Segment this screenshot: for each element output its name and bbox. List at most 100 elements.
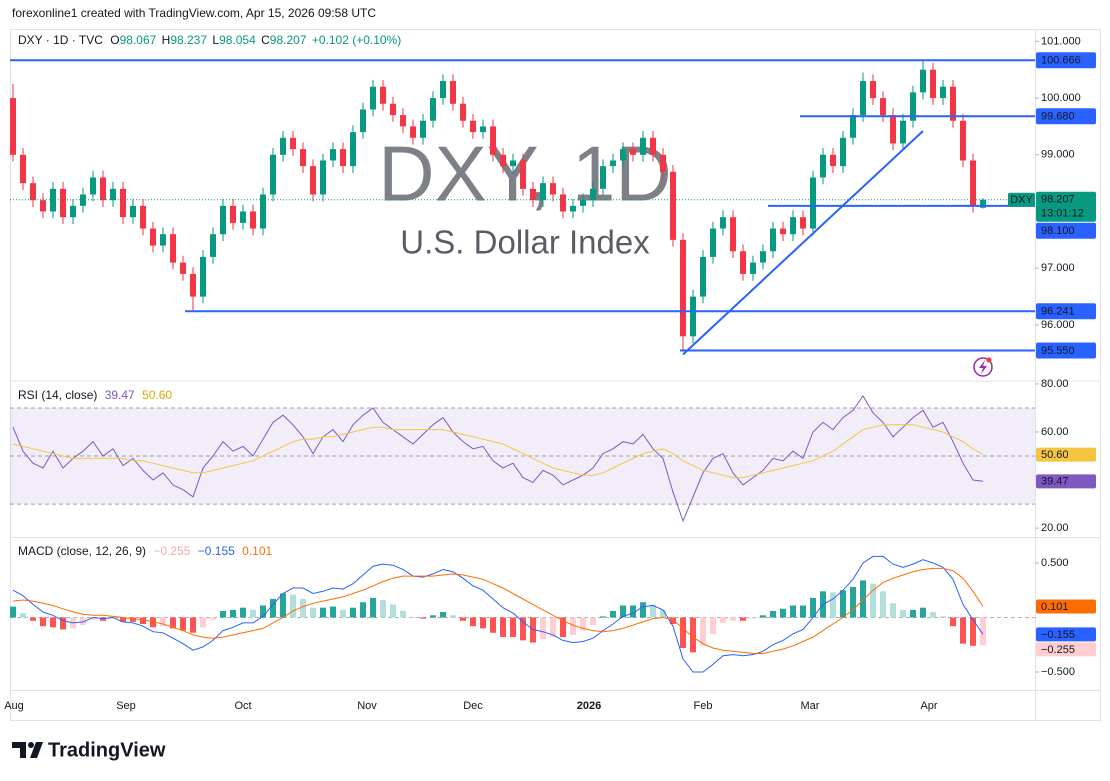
histogram-bar	[730, 617, 736, 621]
candle-body	[600, 166, 606, 189]
candle-body	[710, 228, 716, 257]
candle-body	[60, 188, 66, 218]
rsi-title: RSI (14, close)	[18, 388, 97, 402]
histogram-bar	[780, 608, 786, 618]
candle-body	[920, 69, 926, 93]
candle-body	[700, 256, 706, 297]
histogram-bar	[660, 609, 666, 618]
candle-body	[420, 120, 426, 138]
histogram-bar	[310, 607, 316, 618]
histogram-bar	[260, 605, 266, 618]
histogram-bar	[710, 617, 716, 634]
candle-body	[340, 149, 346, 167]
candle-body	[680, 239, 686, 337]
histogram-bar	[460, 617, 466, 621]
candle-body	[460, 103, 466, 121]
value-tag-label: 50.60	[1041, 449, 1069, 461]
histogram-bar	[210, 617, 216, 620]
candle-body	[650, 137, 656, 155]
candle-body	[210, 234, 216, 257]
candle-body	[380, 86, 386, 104]
histogram-bar	[20, 613, 26, 618]
histogram-bar	[290, 594, 296, 618]
histogram-bar	[980, 617, 986, 646]
macd-legend: MACD (close, 12, 26, 9) −0.255 −0.155 0.…	[18, 544, 273, 558]
open-value: 98.067	[120, 33, 157, 47]
value-tag-label: 0.101	[1041, 601, 1069, 613]
candle-body	[780, 228, 786, 235]
close-value: 98.207	[270, 33, 307, 47]
candle-body	[690, 296, 696, 337]
watermark-subtitle: U.S. Dollar Index	[400, 224, 650, 261]
candle-body	[670, 171, 676, 240]
histogram-bar	[680, 617, 686, 649]
x-tick-label: Nov	[357, 700, 377, 712]
histogram-bar	[550, 617, 556, 638]
histogram-bar	[620, 605, 626, 618]
histogram-bar	[340, 609, 346, 618]
candle-body	[870, 81, 876, 99]
histogram-bar	[160, 617, 166, 627]
candle-body	[660, 154, 666, 172]
histogram-bar	[700, 617, 706, 646]
histogram-bar	[420, 617, 426, 619]
histogram-bar	[270, 598, 276, 618]
value-tag	[1036, 474, 1096, 489]
candle-body	[550, 183, 556, 195]
ohlc-label: H	[162, 33, 171, 47]
value-tag	[1036, 599, 1096, 614]
candle-body	[520, 160, 526, 189]
candle-body	[330, 149, 336, 161]
histogram-bar	[490, 617, 496, 633]
histogram-bar	[870, 583, 876, 618]
histogram-bar	[600, 616, 606, 618]
rsi-ma-value: 50.60	[142, 388, 172, 402]
histogram-bar	[970, 617, 976, 646]
histogram-bar	[190, 617, 196, 633]
histogram-bar	[640, 602, 646, 618]
main-legend: DXY · 1D · TVC O98.067 H98.237 L98.054 C…	[18, 33, 401, 47]
value-tag	[1036, 222, 1096, 239]
candle-body	[10, 98, 16, 155]
histogram-bar	[520, 617, 526, 641]
candle-body	[580, 200, 586, 206]
chart-frame	[10, 29, 1101, 721]
value-tag-label: 96.241	[1041, 306, 1075, 318]
histogram-bar	[370, 597, 376, 618]
ohlc-label: C	[261, 33, 270, 47]
histogram-bar	[140, 617, 146, 625]
y-tick-label: 0.500	[1041, 557, 1069, 569]
histogram-bar	[100, 617, 106, 621]
logo-mark	[12, 742, 43, 758]
value-tag-label: 98.100	[1041, 225, 1075, 237]
y-tick-label: 99.000	[1041, 149, 1075, 161]
candle-body	[800, 217, 806, 229]
candle-body	[850, 115, 856, 138]
y-tick-label: 80.00	[1041, 378, 1069, 390]
candle-body	[770, 228, 776, 252]
x-tick-label: Oct	[234, 700, 251, 712]
y-tick-label: 101.000	[1041, 35, 1081, 47]
candle-body	[300, 149, 306, 167]
histogram-bar	[430, 615, 436, 618]
indicator-line	[12, 567, 984, 654]
candle-body	[790, 217, 796, 235]
histogram-bar	[450, 615, 456, 618]
candle-body	[230, 205, 236, 223]
histogram-value: −0.255	[153, 544, 190, 558]
candle-body	[320, 160, 326, 195]
candle-body	[530, 188, 536, 201]
candle-body	[70, 205, 76, 218]
icon-bolt	[979, 360, 987, 374]
plot-area	[10, 59, 1035, 356]
histogram-bar	[720, 617, 726, 623]
logo-dot	[28, 742, 34, 748]
candle-body	[370, 86, 376, 110]
candle-body	[930, 69, 936, 99]
histogram-bar	[560, 617, 566, 638]
histogram-bar	[220, 610, 226, 618]
candle-body	[100, 177, 106, 201]
brand-name: TradingView	[48, 739, 166, 761]
indicator-line	[12, 394, 984, 523]
